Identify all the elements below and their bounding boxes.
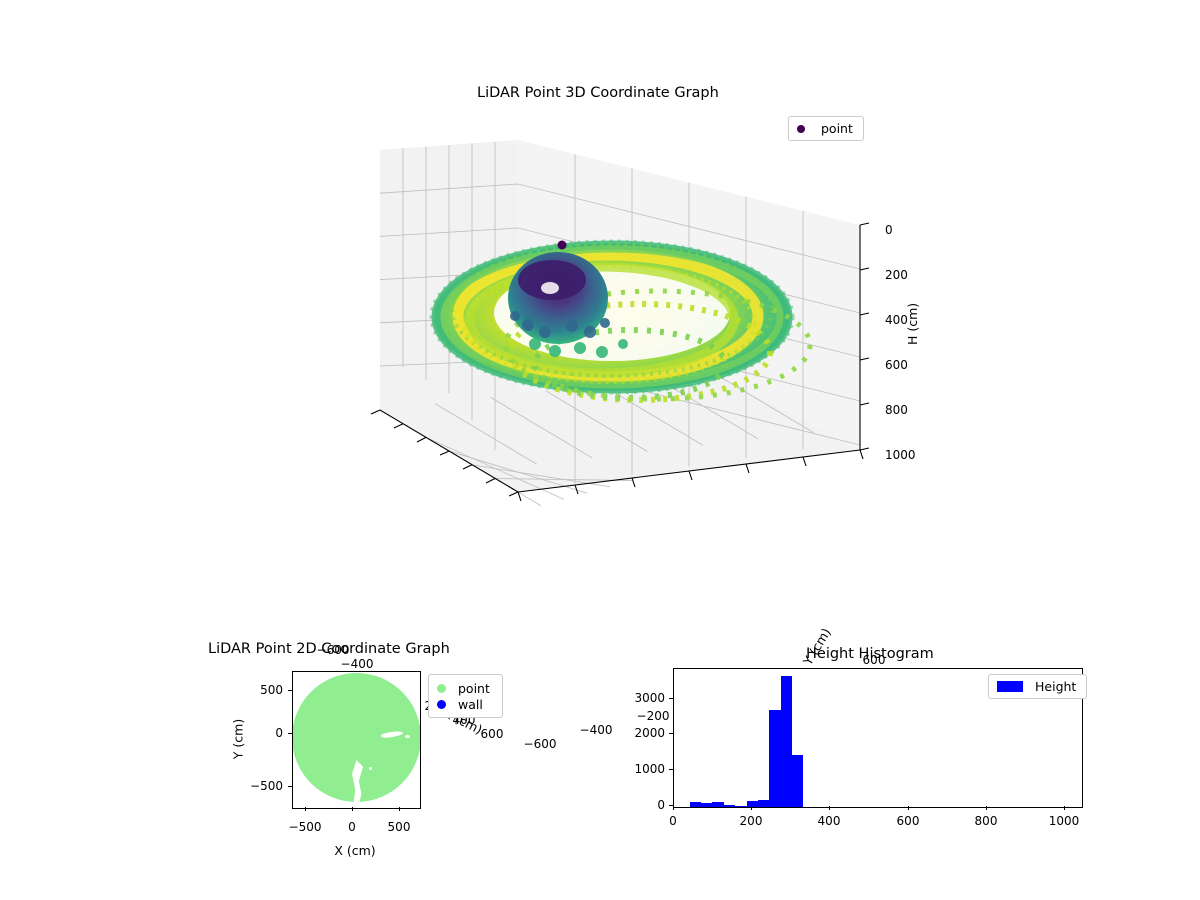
histogram-bar <box>723 805 736 807</box>
histogram-bar <box>712 801 724 807</box>
yhist-tickmark-0 <box>669 805 673 807</box>
yhist-tickmark-3 <box>669 698 673 700</box>
xhist-tickmark-3 <box>908 806 910 810</box>
x3d-tick-6: 600 <box>480 727 504 741</box>
panel-hist-title: Height Histogram <box>806 646 934 662</box>
yhist-tick-1: 1000 <box>634 762 665 776</box>
panel-2d-title: LiDAR Point 2D Coordinate Graph <box>208 641 450 657</box>
y3d-tick-1: −400 <box>579 723 613 737</box>
legend-3d[interactable]: point <box>788 116 864 141</box>
x2d-tickmark-1 <box>352 807 354 811</box>
z3d-tick-5: 1000 <box>885 448 916 462</box>
legend-2d-item-point[interactable]: point <box>437 680 490 696</box>
x2d-tick-1: 0 <box>348 820 356 834</box>
x2d-tick-0: −500 <box>288 820 322 834</box>
xhist-tickmark-4 <box>986 806 988 810</box>
gap-bottom <box>352 760 363 808</box>
height-swatch-icon <box>997 681 1023 692</box>
legend-2d[interactable]: point wall <box>428 674 503 718</box>
histogram-bars <box>674 669 1082 807</box>
xhist-tickmark-0 <box>673 806 675 810</box>
xhist-tick-0: 0 <box>669 814 677 828</box>
axes-2d[interactable] <box>292 671 421 809</box>
x3d-tick-1: −400 <box>340 657 374 671</box>
point-cloud-3d <box>429 239 813 403</box>
x2d-axis-label: X (cm) <box>334 843 376 858</box>
axes-3d-canvas <box>370 140 870 507</box>
y3d-tick-2: −200 <box>636 709 670 723</box>
y2d-tickmark-1 <box>288 733 292 735</box>
z3d-tick-2: 400 <box>885 313 908 327</box>
x2d-tick-2: 500 <box>387 820 411 834</box>
histogram-bar <box>746 800 758 807</box>
y2d-tickmark-0 <box>288 690 292 692</box>
x2d-tickmark-2 <box>399 807 401 811</box>
x3d-tick-0: −600 <box>316 643 350 657</box>
z3d-tick-3: 600 <box>885 358 908 372</box>
y3d-tick-6: 600 <box>862 653 886 667</box>
y2d-tick-2: −500 <box>250 779 283 793</box>
histogram-bar <box>689 801 702 807</box>
point-marker-icon <box>437 683 446 693</box>
xhist-tick-5: 1000 <box>1048 814 1080 828</box>
xhist-tick-3: 600 <box>896 814 920 828</box>
z3d-axis-label: H (cm) <box>905 302 920 345</box>
legend-3d-label: point <box>821 121 853 136</box>
wall-marker-icon <box>437 699 446 709</box>
yhist-tick-2: 2000 <box>634 726 665 740</box>
histogram-bar <box>735 805 747 807</box>
z3d-tick-4: 800 <box>885 403 908 417</box>
yhist-tickmark-2 <box>669 733 673 735</box>
legend-2d-label-wall: wall <box>458 696 483 712</box>
y2d-axis-label: Y (cm) <box>230 718 246 760</box>
histogram-bar <box>792 755 804 807</box>
yhist-tick-0: 0 <box>657 798 665 812</box>
x2d-tickmark-0 <box>305 807 307 811</box>
xhist-tickmark-1 <box>751 806 753 810</box>
legend-hist-label: Height <box>1035 679 1077 694</box>
y2d-tick-0: 500 <box>260 683 283 697</box>
yhist-tick-3: 3000 <box>634 691 665 705</box>
y3d-tick-0: −600 <box>523 737 557 751</box>
y2d-tick-1: 0 <box>275 726 283 740</box>
yhist-tickmark-1 <box>669 769 673 771</box>
xhist-tickmark-5 <box>1064 806 1066 810</box>
gap-right-small <box>405 735 410 738</box>
xhist-tickmark-2 <box>829 806 831 810</box>
histogram-bar <box>701 802 713 807</box>
z3d-tick-1: 200 <box>885 268 908 282</box>
y2d-tickmark-2 <box>288 786 292 788</box>
legend-2d-item-wall[interactable]: wall <box>437 696 490 712</box>
histogram-bar <box>769 710 781 807</box>
z3d-tick-0: 0 <box>885 223 893 237</box>
xhist-tick-1: 200 <box>739 814 763 828</box>
histogram-bar <box>757 800 770 807</box>
legend-2d-label-point: point <box>458 680 490 696</box>
xhist-tick-4: 800 <box>974 814 998 828</box>
panel-3d-title: LiDAR Point 3D Coordinate Graph <box>477 85 719 101</box>
xhist-tick-2: 400 <box>817 814 841 828</box>
legend-histogram[interactable]: Height <box>988 674 1088 699</box>
axes-3d[interactable]: −600 −400 −200 0 200 400 600 −600 −400 −… <box>317 120 920 751</box>
histogram-bar <box>780 676 793 807</box>
point-marker-icon <box>797 124 805 133</box>
gap-bottom-dot <box>369 767 372 770</box>
